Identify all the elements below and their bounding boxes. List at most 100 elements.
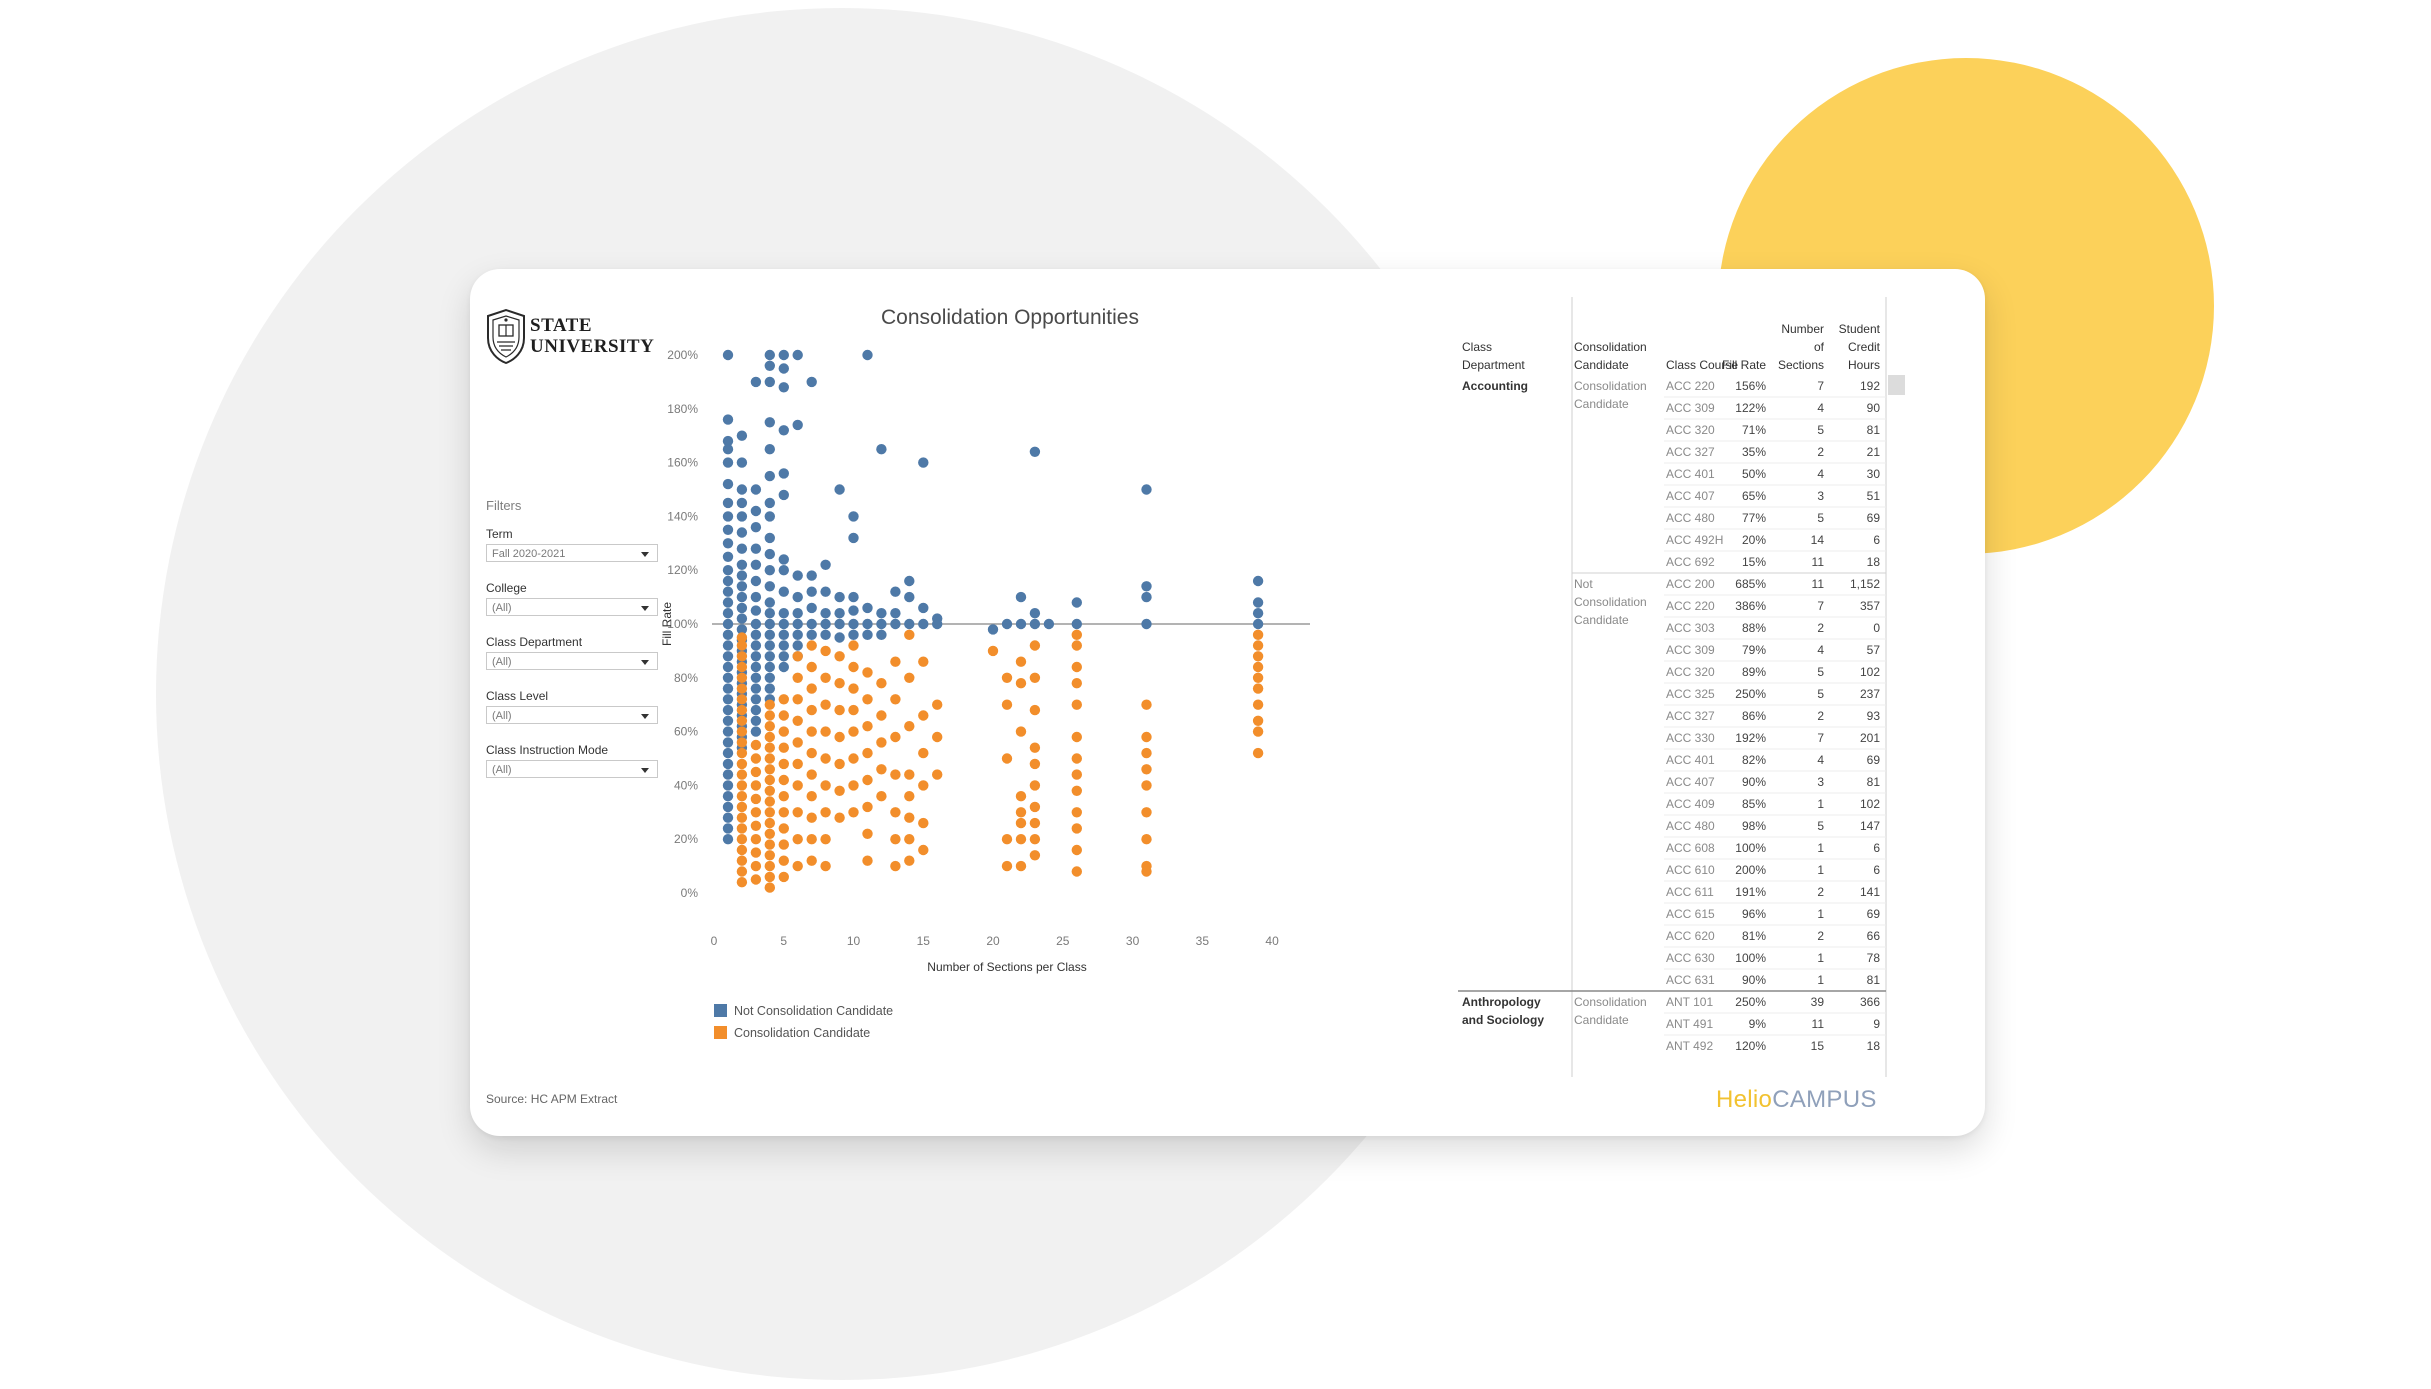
- x-tick-label: 15: [917, 934, 931, 948]
- class-level-dropdown[interactable]: (All): [486, 706, 658, 724]
- point-candidate: [792, 780, 803, 791]
- point-candidate: [820, 699, 831, 710]
- point-candidate: [736, 834, 748, 845]
- point-not-candidate: [722, 538, 734, 549]
- point-candidate: [1071, 699, 1082, 710]
- point-not-candidate: [722, 823, 734, 834]
- point-candidate: [806, 855, 817, 866]
- point-candidate: [1141, 747, 1152, 759]
- point-not-candidate: [722, 349, 734, 361]
- chevron-down-icon: [641, 606, 649, 611]
- point-candidate: [778, 710, 789, 721]
- point-not-candidate: [792, 349, 803, 361]
- point-candidate: [792, 737, 803, 748]
- y-tick-label: 0%: [681, 886, 699, 900]
- table-cell: ANT 491: [1666, 1017, 1713, 1031]
- point-candidate: [1252, 651, 1264, 662]
- point-not-candidate: [792, 570, 803, 581]
- x-tick-label: 30: [1126, 934, 1140, 948]
- point-candidate: [736, 801, 748, 813]
- table-cell: ACC 309: [1666, 643, 1715, 657]
- point-candidate: [862, 747, 873, 759]
- helio-text: Helio: [1716, 1086, 1773, 1113]
- point-candidate: [862, 667, 873, 678]
- point-candidate: [890, 834, 901, 845]
- y-tick-label: 140%: [667, 509, 698, 523]
- point-not-candidate: [736, 591, 748, 603]
- x-tick-label: 5: [780, 934, 787, 948]
- table-cell: 81: [1867, 775, 1881, 789]
- table-cell: 90%: [1742, 775, 1766, 789]
- point-not-candidate: [764, 661, 775, 673]
- point-candidate: [834, 651, 845, 662]
- point-candidate: [904, 834, 915, 845]
- table-cell: 98%: [1742, 819, 1766, 833]
- point-candidate: [736, 791, 748, 802]
- point-not-candidate: [890, 618, 901, 630]
- point-not-candidate: [722, 597, 734, 608]
- point-not-candidate: [736, 497, 748, 509]
- table-cell: 120%: [1735, 1039, 1766, 1053]
- point-not-candidate: [722, 834, 734, 845]
- point-candidate: [792, 758, 803, 770]
- point-candidate: [987, 645, 999, 657]
- heliocampus-logo: HelioCAMPUS: [1716, 1086, 1877, 1114]
- university-name: STATE UNIVERSITY: [530, 315, 654, 357]
- point-not-candidate: [904, 591, 915, 603]
- point-not-candidate: [764, 444, 775, 455]
- point-candidate: [736, 780, 748, 791]
- point-candidate: [1029, 834, 1041, 845]
- point-not-candidate: [764, 581, 775, 592]
- filter-college: College (All): [486, 581, 658, 616]
- point-candidate: [1071, 823, 1082, 834]
- point-candidate: [736, 632, 748, 643]
- table-cell: ACC 407: [1666, 775, 1715, 789]
- table-cell: 69: [1867, 753, 1881, 767]
- point-candidate: [764, 731, 775, 743]
- class-instruction-mode-dropdown[interactable]: (All): [486, 760, 658, 778]
- point-not-candidate: [736, 613, 748, 624]
- point-not-candidate: [792, 608, 803, 619]
- point-candidate: [764, 860, 775, 872]
- point-candidate: [764, 850, 775, 861]
- point-not-candidate: [722, 618, 734, 630]
- point-not-candidate: [736, 602, 748, 614]
- point-not-candidate: [764, 532, 775, 544]
- table-cell: 200%: [1735, 863, 1766, 877]
- table-cell: ACC 480: [1666, 511, 1715, 525]
- table-cell: ACC 327: [1666, 445, 1715, 459]
- point-candidate: [862, 694, 873, 705]
- college-dropdown[interactable]: (All): [486, 598, 658, 616]
- point-candidate: [736, 661, 748, 673]
- point-not-candidate: [778, 586, 789, 597]
- term-dropdown[interactable]: Fall 2020-2021: [486, 544, 658, 562]
- point-candidate: [778, 774, 789, 786]
- point-not-candidate: [1029, 608, 1041, 619]
- point-not-candidate: [848, 605, 859, 616]
- point-candidate: [806, 834, 817, 845]
- table-cell: 1: [1817, 841, 1824, 855]
- chevron-down-icon: [641, 552, 649, 557]
- point-candidate: [862, 855, 873, 866]
- point-candidate: [918, 780, 929, 791]
- point-candidate: [1015, 656, 1027, 667]
- table-header: Department: [1462, 358, 1525, 372]
- table-cell: 3: [1817, 489, 1824, 503]
- point-candidate: [1029, 640, 1041, 651]
- class-department-dropdown[interactable]: (All): [486, 652, 658, 670]
- point-not-candidate: [750, 672, 762, 683]
- point-not-candidate: [778, 363, 789, 374]
- table-cell: 90%: [1742, 973, 1766, 987]
- point-not-candidate: [750, 505, 762, 517]
- table-cell: ACC 620: [1666, 929, 1715, 943]
- point-candidate: [918, 656, 929, 667]
- table-cell: ACC 630: [1666, 951, 1715, 965]
- point-not-candidate: [806, 618, 817, 630]
- point-candidate: [932, 731, 943, 743]
- point-candidate: [904, 629, 915, 640]
- table-cell: 1: [1817, 973, 1824, 987]
- point-not-candidate: [792, 640, 803, 651]
- y-tick-label: 180%: [667, 402, 698, 416]
- point-not-candidate: [778, 425, 789, 436]
- y-axis-label: Fill Rate: [660, 602, 674, 646]
